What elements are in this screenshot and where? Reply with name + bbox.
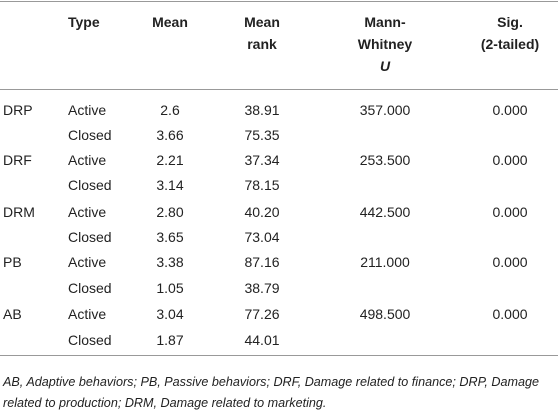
footnote: AB, Adaptive behaviors; PB, Passive beha… bbox=[3, 375, 539, 410]
cell-type: Active bbox=[68, 254, 107, 270]
cell-type: Active bbox=[68, 306, 107, 322]
cell-type: Closed bbox=[68, 332, 112, 348]
header-cell: rank bbox=[247, 36, 277, 52]
cell-mean: 2.21 bbox=[156, 152, 184, 168]
cell-mean: 3.66 bbox=[156, 127, 184, 143]
cell-u: 253.500 bbox=[359, 152, 411, 168]
header-cell: Mean bbox=[152, 14, 188, 30]
row-label: PB bbox=[3, 254, 22, 270]
header-cell: Sig. bbox=[497, 14, 523, 30]
row-label: DRF bbox=[3, 152, 32, 168]
cell-sig: 0.000 bbox=[492, 254, 528, 270]
cell-rank: 38.91 bbox=[244, 102, 280, 118]
cell-rank: 75.35 bbox=[244, 127, 280, 143]
row-label: DRM bbox=[3, 204, 35, 220]
cell-u: 498.500 bbox=[359, 306, 411, 322]
cell-type: Closed bbox=[68, 177, 112, 193]
cell-mean: 1.05 bbox=[156, 280, 184, 296]
header-cell: Type bbox=[68, 14, 100, 30]
header-cell: Mann- bbox=[364, 14, 406, 30]
cell-rank: 87.16 bbox=[244, 254, 280, 270]
header-cell: U bbox=[379, 58, 391, 74]
cell-type: Active bbox=[68, 152, 107, 168]
row-label: DRP bbox=[3, 102, 33, 118]
cell-u: 442.500 bbox=[359, 204, 411, 220]
cell-type: Active bbox=[68, 102, 107, 118]
cell-u: 211.000 bbox=[360, 254, 410, 270]
top-rule bbox=[0, 1, 558, 2]
cell-type: Active bbox=[68, 204, 107, 220]
cell-mean: 2.80 bbox=[156, 204, 184, 220]
cell-rank: 73.04 bbox=[244, 229, 280, 245]
cell-rank: 40.20 bbox=[244, 204, 280, 220]
header-cell: Whitney bbox=[357, 36, 413, 52]
header-rule bbox=[0, 89, 558, 90]
row-label: AB bbox=[3, 306, 22, 322]
cell-u: 357.000 bbox=[359, 102, 411, 118]
cell-type: Closed bbox=[68, 280, 112, 296]
cell-mean: 3.38 bbox=[156, 254, 184, 270]
cell-type: Closed bbox=[68, 229, 112, 245]
cell-sig: 0.000 bbox=[492, 152, 528, 168]
header-cell: (2-tailed) bbox=[480, 36, 540, 52]
cell-rank: 78.15 bbox=[244, 177, 280, 193]
cell-rank: 44.01 bbox=[244, 332, 280, 348]
cell-mean: 2.6 bbox=[160, 102, 180, 118]
cell-sig: 0.000 bbox=[492, 306, 528, 322]
cell-sig: 0.000 bbox=[492, 102, 528, 118]
bottom-rule bbox=[0, 355, 558, 356]
cell-mean: 3.65 bbox=[156, 229, 184, 245]
cell-rank: 37.34 bbox=[244, 152, 280, 168]
cell-mean: 3.04 bbox=[156, 306, 184, 322]
cell-rank: 38.79 bbox=[244, 280, 280, 296]
cell-mean: 1.87 bbox=[156, 332, 184, 348]
cell-type: Closed bbox=[68, 127, 112, 143]
header-cell: Mean bbox=[244, 14, 280, 30]
cell-sig: 0.000 bbox=[492, 204, 528, 220]
cell-mean: 3.14 bbox=[156, 177, 184, 193]
cell-rank: 77.26 bbox=[244, 306, 280, 322]
